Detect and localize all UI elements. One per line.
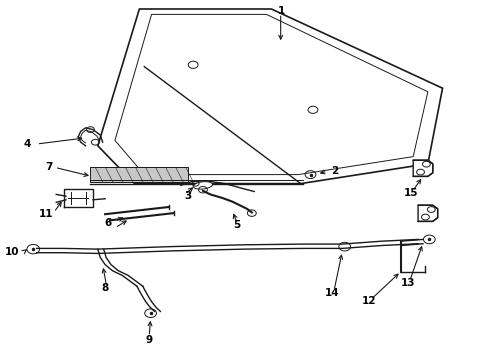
Text: 6: 6 — [104, 218, 111, 228]
Text: 1: 1 — [277, 6, 284, 16]
Text: 10: 10 — [5, 247, 20, 257]
Text: 7: 7 — [45, 162, 53, 172]
Text: 15: 15 — [403, 188, 417, 198]
Ellipse shape — [193, 182, 212, 189]
Text: 5: 5 — [233, 220, 240, 230]
Text: 13: 13 — [400, 278, 415, 288]
Polygon shape — [417, 205, 437, 221]
Text: 4: 4 — [23, 139, 31, 149]
Polygon shape — [412, 160, 432, 176]
Text: 2: 2 — [331, 166, 338, 176]
Polygon shape — [98, 9, 442, 184]
Text: 8: 8 — [102, 283, 108, 293]
Text: 9: 9 — [145, 335, 152, 345]
Text: 3: 3 — [184, 191, 191, 201]
Text: 12: 12 — [361, 296, 376, 306]
Polygon shape — [90, 167, 188, 182]
Text: 11: 11 — [39, 209, 54, 219]
Text: 14: 14 — [325, 288, 339, 298]
